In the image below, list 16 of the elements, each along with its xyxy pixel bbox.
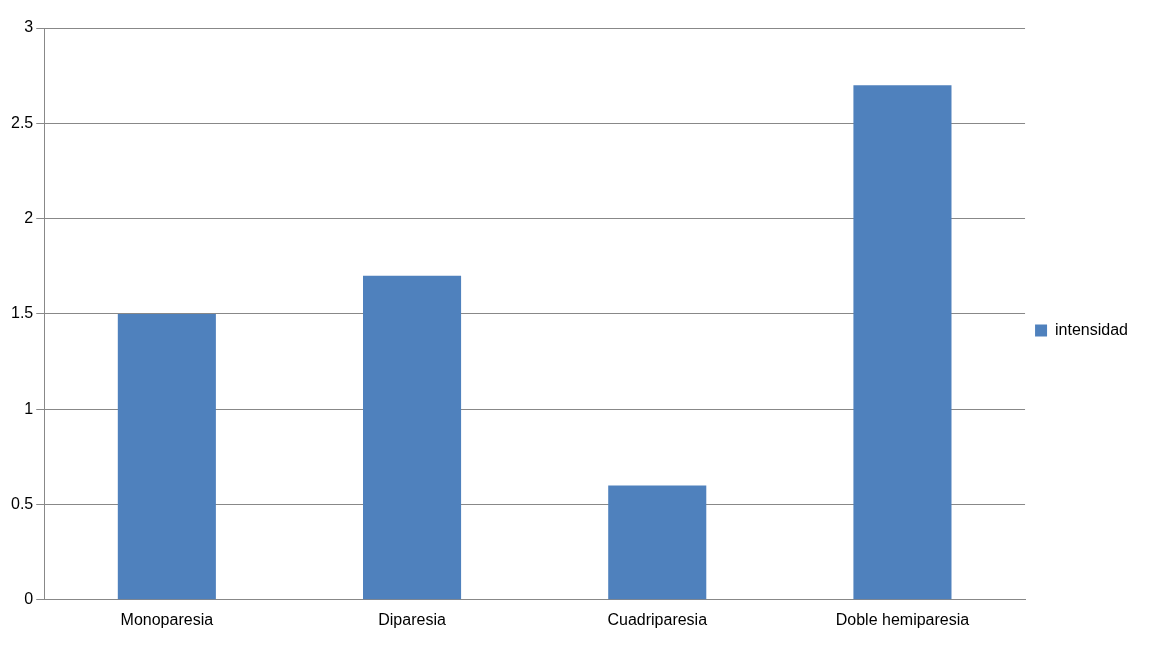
y-tick-label: 0 bbox=[24, 590, 34, 608]
y-tick-label: 2 bbox=[24, 209, 34, 227]
y-tick-label: 1.5 bbox=[10, 304, 34, 322]
x-tick-label: Doble hemiparesia bbox=[835, 610, 970, 628]
x-tick-label: Monoparesia bbox=[120, 610, 214, 628]
bar bbox=[608, 485, 707, 600]
bar bbox=[363, 275, 462, 600]
y-tick-label: 0.5 bbox=[10, 494, 34, 512]
y-tick-label: 3 bbox=[24, 18, 34, 36]
bar bbox=[117, 313, 216, 600]
y-tick-label: 1 bbox=[24, 399, 34, 417]
legend-label: intensidad bbox=[1055, 320, 1129, 338]
bar bbox=[853, 85, 952, 600]
x-tick-label: Diparesia bbox=[378, 610, 446, 628]
x-tick-label: Cuadriparesia bbox=[607, 610, 708, 628]
y-tick-label: 2.5 bbox=[10, 113, 34, 131]
